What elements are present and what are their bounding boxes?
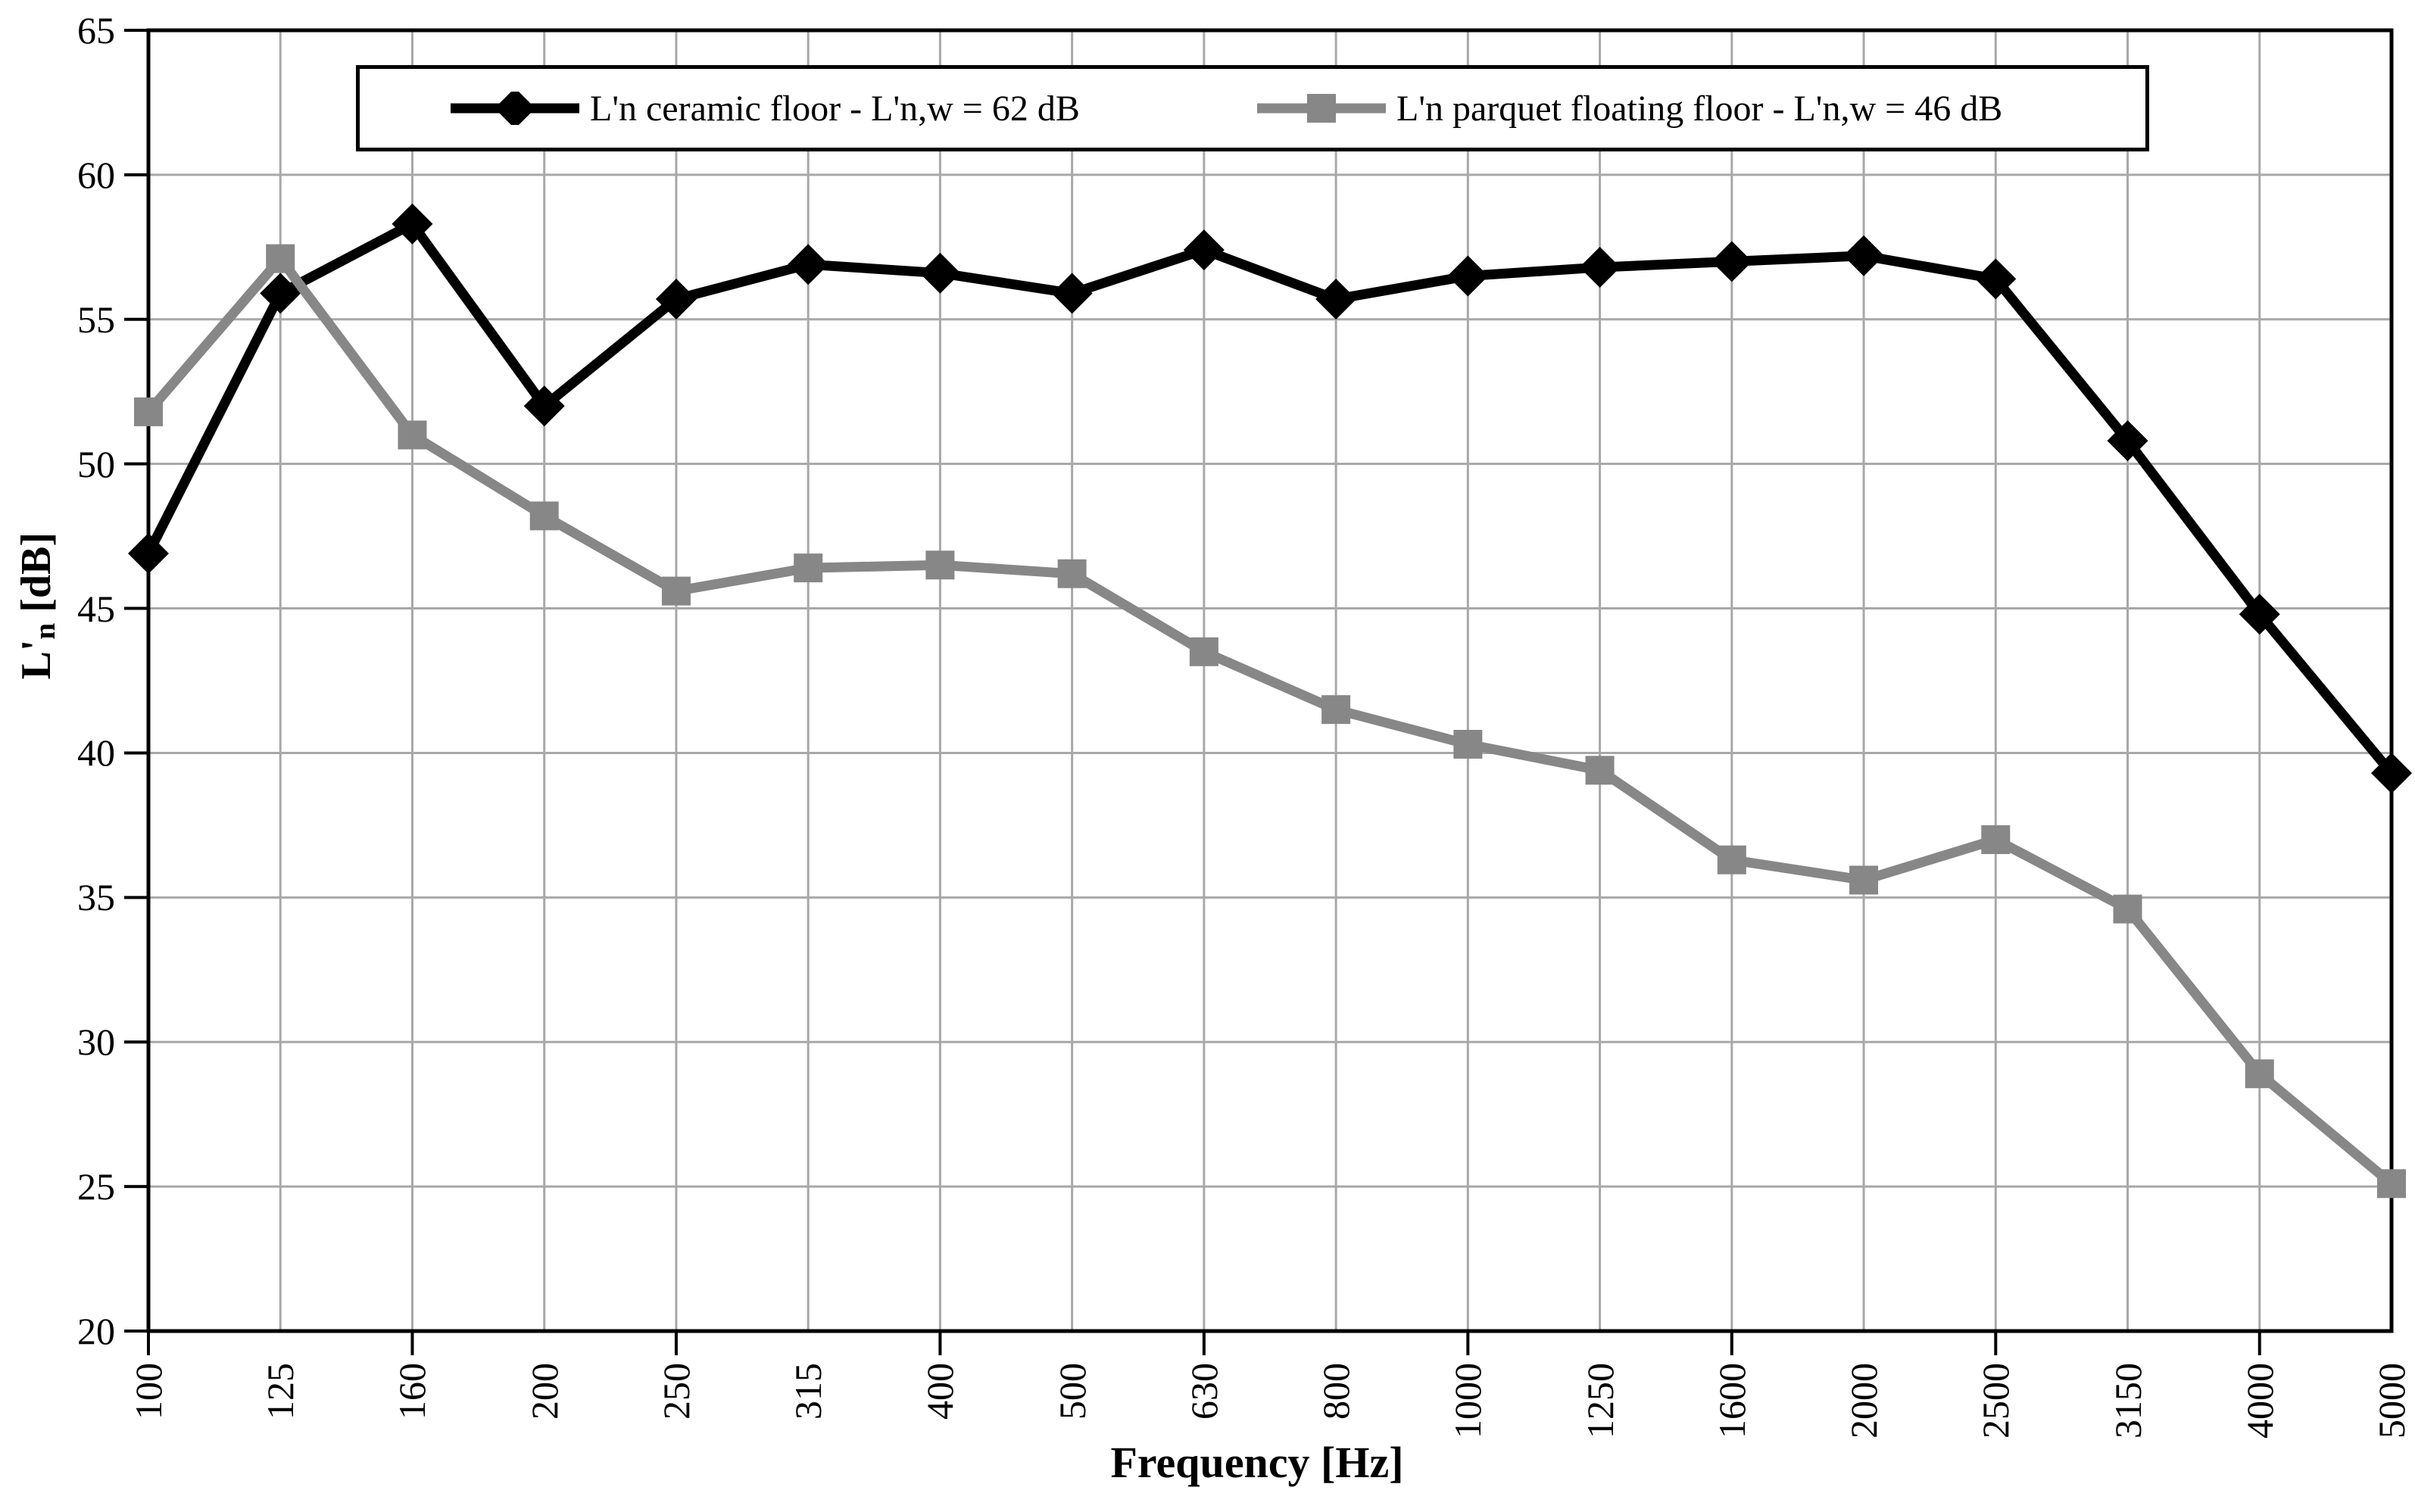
y-axis-title-subscript: n [29, 622, 62, 640]
legend-diamond-marker-icon [451, 88, 579, 129]
y-axis-title-text: L' [12, 639, 60, 680]
data-point-marker [1183, 229, 1225, 271]
series-parquet [134, 244, 2406, 1199]
legend-label-ceramic: L'n ceramic floor - L'n,w = 62 dB [590, 88, 1080, 129]
data-point-marker [794, 553, 823, 583]
data-point-marker [1321, 695, 1351, 725]
data-point-marker [919, 252, 961, 294]
series-ceramic [128, 203, 2412, 794]
plot-border [146, 28, 2394, 1333]
data-point-marker [2245, 1059, 2274, 1089]
legend-marker-svg [451, 88, 579, 129]
data-point-marker [2371, 753, 2412, 794]
data-point-marker [2239, 594, 2280, 635]
legend-entry-ceramic: L'n ceramic floor - L'n,w = 62 dB [451, 69, 1080, 148]
legend-square-marker-icon [1257, 92, 1386, 125]
y-axis-title: L'n [dB] [5, 356, 77, 856]
data-point-marker [1849, 865, 1879, 895]
data-point-marker [398, 420, 427, 450]
gridlines [148, 30, 2392, 1331]
data-point-marker [1981, 825, 2011, 854]
legend-entry-parquet: L'n parquet floating floor - L'n,w = 46 … [1257, 69, 2002, 148]
data-point-marker [392, 203, 433, 245]
data-point-marker [2113, 894, 2142, 924]
x-axis-title: Frequency [Hz] [1110, 1438, 1404, 1487]
data-point-marker [1711, 241, 1752, 282]
data-point-marker [1717, 845, 1746, 874]
legend-marker-shape [495, 88, 535, 129]
data-point-marker [1447, 255, 1489, 297]
data-point-marker [1975, 258, 2017, 300]
legend: L'n ceramic floor - L'n,w = 62 dB L'n pa… [356, 65, 2149, 151]
x-axis-ticks [147, 1331, 2261, 1355]
data-point-marker [1057, 559, 1087, 588]
data-point-marker [1585, 756, 1615, 785]
legend-marker-shape [1307, 94, 1336, 123]
data-point-marker [128, 533, 169, 575]
data-point-marker [1579, 247, 1621, 288]
data-point-marker [1051, 273, 1093, 314]
y-axis-title-unit: [dB] [12, 532, 60, 623]
legend-marker-svg [1257, 94, 1386, 123]
data-point-marker [1843, 235, 1885, 276]
data-point-marker [1453, 729, 1483, 759]
legend-label-parquet: L'n parquet floating floor - L'n,w = 46 … [1396, 88, 2003, 129]
series-line [143, 219, 2397, 778]
data-point-marker [2107, 420, 2148, 462]
data-point-marker [2377, 1169, 2406, 1199]
data-point-marker [925, 550, 955, 580]
data-point-marker [260, 273, 301, 314]
data-point-marker [655, 279, 697, 320]
data-point-marker [529, 501, 559, 531]
data-point-marker [661, 576, 691, 606]
data-point-marker [1315, 279, 1357, 320]
data-point-marker [266, 244, 295, 273]
data-point-marker [1189, 637, 1218, 666]
data-point-marker [788, 244, 829, 285]
series-line [143, 254, 2397, 1189]
data-point-marker [134, 397, 163, 426]
data-point-marker [523, 385, 565, 427]
y-axis-ticks [124, 29, 148, 1333]
